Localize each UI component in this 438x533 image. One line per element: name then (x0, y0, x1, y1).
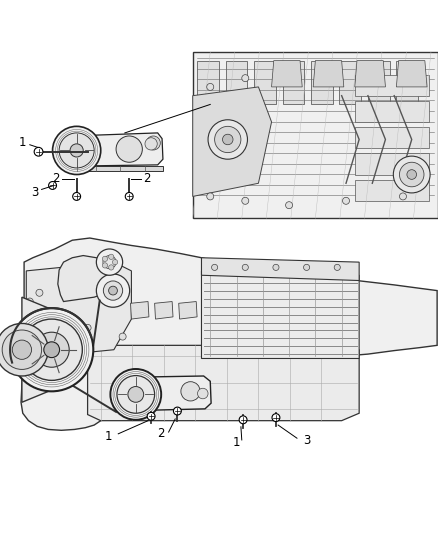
Circle shape (26, 298, 33, 305)
Circle shape (96, 274, 130, 307)
Circle shape (242, 75, 249, 82)
Circle shape (399, 162, 424, 187)
Text: 3: 3 (303, 434, 310, 447)
Polygon shape (396, 61, 427, 87)
Circle shape (223, 134, 233, 145)
Text: 3: 3 (32, 185, 39, 198)
Text: 2: 2 (157, 427, 165, 440)
Circle shape (286, 201, 293, 209)
Circle shape (207, 84, 214, 91)
Circle shape (103, 281, 123, 300)
Circle shape (181, 382, 200, 401)
Circle shape (273, 264, 279, 270)
Circle shape (239, 416, 247, 424)
Circle shape (242, 264, 248, 270)
Text: 2: 2 (52, 172, 60, 185)
Polygon shape (193, 87, 272, 197)
Polygon shape (146, 376, 211, 410)
Circle shape (147, 413, 155, 420)
Circle shape (198, 388, 208, 399)
Circle shape (113, 260, 118, 265)
Bar (254, 61, 276, 104)
Circle shape (146, 136, 160, 150)
Circle shape (116, 136, 142, 162)
Circle shape (102, 263, 108, 268)
Circle shape (393, 156, 430, 193)
Circle shape (73, 192, 81, 200)
Polygon shape (131, 302, 149, 319)
Polygon shape (26, 262, 131, 359)
Circle shape (49, 182, 57, 189)
Circle shape (12, 340, 32, 359)
Circle shape (145, 138, 157, 150)
Bar (197, 61, 219, 104)
Circle shape (208, 120, 247, 159)
Circle shape (399, 193, 406, 200)
Text: 2: 2 (143, 172, 151, 185)
Polygon shape (77, 166, 163, 171)
Circle shape (44, 342, 60, 358)
Circle shape (304, 264, 310, 270)
Bar (355, 180, 429, 201)
Bar (193, 52, 438, 219)
Circle shape (110, 369, 161, 420)
Text: 1: 1 (233, 436, 240, 449)
Circle shape (36, 289, 43, 296)
Bar (368, 61, 390, 104)
Circle shape (173, 407, 181, 415)
Circle shape (96, 249, 123, 275)
Bar (355, 101, 429, 122)
Circle shape (272, 414, 280, 422)
Circle shape (109, 265, 114, 270)
Polygon shape (179, 302, 197, 319)
Bar (355, 154, 429, 174)
Circle shape (125, 192, 133, 200)
Circle shape (242, 197, 249, 204)
Polygon shape (22, 297, 52, 402)
Polygon shape (313, 61, 344, 87)
Circle shape (212, 264, 218, 270)
Circle shape (117, 376, 155, 413)
Circle shape (34, 147, 43, 156)
Circle shape (119, 333, 126, 340)
Circle shape (70, 144, 83, 157)
Polygon shape (21, 238, 437, 430)
Polygon shape (272, 61, 302, 87)
Circle shape (21, 319, 82, 381)
Circle shape (103, 255, 116, 269)
Circle shape (334, 264, 340, 270)
Circle shape (109, 254, 114, 260)
Circle shape (207, 193, 214, 200)
Polygon shape (355, 61, 385, 87)
Text: 1: 1 (19, 136, 27, 149)
Circle shape (102, 256, 108, 262)
Bar (311, 61, 333, 104)
Bar (355, 127, 429, 148)
Bar (283, 61, 304, 104)
Polygon shape (155, 302, 173, 319)
Circle shape (2, 330, 42, 369)
Circle shape (10, 308, 93, 391)
Polygon shape (58, 255, 112, 302)
Polygon shape (90, 133, 163, 166)
Bar (339, 61, 361, 104)
Circle shape (215, 126, 241, 152)
Circle shape (343, 197, 350, 204)
Bar (396, 61, 418, 104)
Text: 1: 1 (105, 430, 113, 443)
Circle shape (34, 332, 69, 367)
Circle shape (84, 324, 91, 332)
Bar (355, 75, 429, 96)
Circle shape (407, 169, 417, 179)
Polygon shape (201, 271, 359, 359)
Circle shape (0, 324, 48, 376)
Circle shape (59, 133, 94, 168)
Polygon shape (88, 345, 359, 421)
Polygon shape (201, 258, 359, 280)
Bar (226, 61, 247, 104)
Circle shape (109, 286, 117, 295)
Circle shape (53, 126, 101, 174)
Circle shape (128, 386, 144, 402)
